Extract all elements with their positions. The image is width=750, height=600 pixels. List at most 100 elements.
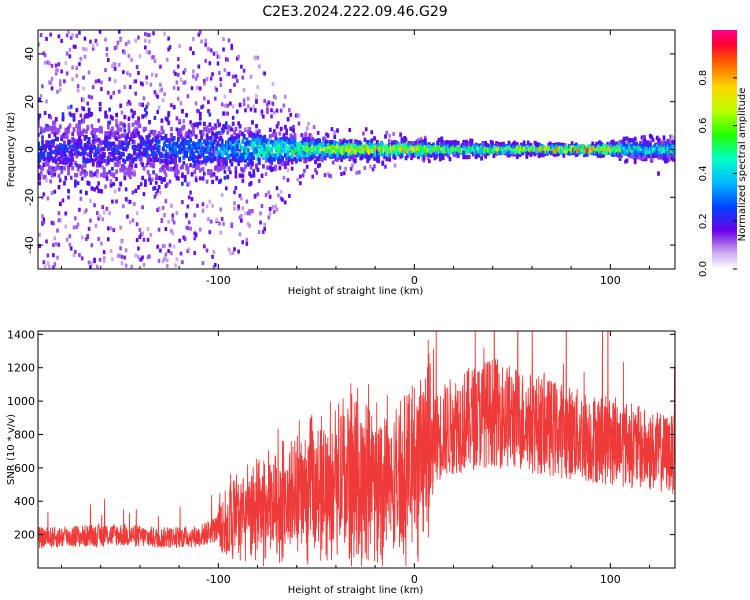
heatmap-cell xyxy=(198,176,202,181)
heatmap-cell xyxy=(98,101,102,107)
heatmap-cell xyxy=(448,156,452,162)
heatmap-cell xyxy=(128,85,132,90)
heatmap-cell xyxy=(181,173,184,179)
heatmap-cell xyxy=(80,118,84,123)
heatmap-cell xyxy=(470,138,474,144)
heatmap-cell xyxy=(275,207,279,212)
heatmap-cell xyxy=(187,220,191,225)
heatmap-cell xyxy=(149,144,153,149)
heatmap-cell xyxy=(65,51,69,56)
heatmap-cell xyxy=(181,139,184,144)
heatmap-cell xyxy=(245,199,249,204)
heatmap-cell xyxy=(41,166,44,171)
heatmap-cell xyxy=(171,231,175,236)
heatmap-cell xyxy=(123,255,127,260)
heatmap-cell xyxy=(115,169,119,174)
heatmap-cell xyxy=(201,166,205,172)
heatmap-cell xyxy=(75,173,79,178)
heatmap-cell xyxy=(65,71,69,76)
heatmap-cell xyxy=(301,150,305,156)
heatmap-cell xyxy=(384,134,387,139)
heatmap-cell xyxy=(434,154,438,159)
heatmap-cell xyxy=(644,157,648,162)
heatmap-cell xyxy=(192,151,195,156)
heatmap-cell xyxy=(154,173,158,178)
heatmap-cell xyxy=(119,38,122,43)
heatmap-cell xyxy=(288,140,291,145)
heatmap-cell xyxy=(277,137,280,142)
heatmap-cell xyxy=(281,156,285,161)
heatmap-cell xyxy=(422,158,426,163)
heatmap-cell xyxy=(244,108,247,113)
heatmap-cell xyxy=(178,44,181,49)
heatmap-cell xyxy=(152,160,156,165)
heatmap-cell xyxy=(183,174,187,180)
heatmap-cell xyxy=(163,163,167,169)
heatmap-cell xyxy=(85,171,88,176)
heatmap-cell xyxy=(109,95,113,100)
heatmap-cell xyxy=(255,123,258,129)
heatmap-cell xyxy=(260,173,264,178)
heatmap-cell xyxy=(639,146,643,152)
heatmap-cell xyxy=(115,144,119,150)
heatmap-cell xyxy=(85,129,88,134)
heatmap-cell xyxy=(491,141,494,146)
heatmap-cell xyxy=(64,224,68,229)
heatmap-cell xyxy=(83,36,87,41)
heatmap-cell xyxy=(126,214,129,219)
heatmap-cell xyxy=(253,146,257,152)
heatmap-cell xyxy=(338,138,342,144)
heatmap-cell xyxy=(165,160,169,166)
heatmap-cell xyxy=(144,32,147,37)
heatmap-cell xyxy=(323,151,327,156)
heatmap-cell xyxy=(161,205,165,210)
heatmap-cell xyxy=(53,189,57,194)
heatmap-cell xyxy=(142,262,146,267)
heatmap-cell xyxy=(207,100,210,105)
heatmap-cell xyxy=(305,136,309,142)
heatmap-cell xyxy=(651,157,655,162)
heatmap-cell xyxy=(285,128,288,133)
heatmap-cell xyxy=(589,150,593,156)
heatmap-cell xyxy=(310,134,313,139)
heatmap-cell xyxy=(49,152,53,157)
heatmap-cell xyxy=(117,187,121,192)
heatmap-cell xyxy=(138,123,142,129)
heatmap-cell xyxy=(222,150,226,156)
heatmap-cell xyxy=(203,78,206,83)
heatmap-cell xyxy=(438,148,442,154)
heatmap-cell xyxy=(282,134,286,140)
heatmap-cell xyxy=(95,169,99,174)
heatmap-cell xyxy=(392,132,395,137)
heatmap-cell xyxy=(366,150,369,155)
heatmap-cell xyxy=(160,152,164,157)
heatmap-cell xyxy=(78,126,81,131)
heatmap-cell xyxy=(105,172,109,177)
heatmap-cell xyxy=(109,128,113,134)
heatmap-cell xyxy=(207,170,210,176)
heatmap-cell xyxy=(318,152,321,157)
heatmap-cell xyxy=(213,156,217,161)
heatmap-cell xyxy=(139,81,143,86)
heatmap-cell xyxy=(85,190,88,196)
heatmap-cell xyxy=(100,80,103,85)
heatmap-cell xyxy=(141,114,145,119)
heatmap-cell xyxy=(168,243,172,248)
heatmap-cell xyxy=(102,250,106,255)
heatmap-cell xyxy=(253,108,257,113)
heatmap-cell xyxy=(50,76,54,81)
heatmap-cell xyxy=(201,208,205,213)
heatmap-cell xyxy=(211,72,214,77)
heatmap-cell xyxy=(175,167,179,172)
heatmap-cell xyxy=(172,166,176,171)
heatmap-cell xyxy=(404,155,408,161)
heatmap-cell xyxy=(52,221,55,226)
heatmap-cell xyxy=(211,126,214,131)
heatmap-cell xyxy=(86,152,90,157)
heatmap-cell xyxy=(292,124,295,129)
heatmap-cell xyxy=(122,163,125,169)
heatmap-cell xyxy=(249,165,253,170)
heatmap-cell xyxy=(108,170,111,175)
heatmap-cell xyxy=(46,127,50,132)
heatmap-cell xyxy=(38,123,40,128)
